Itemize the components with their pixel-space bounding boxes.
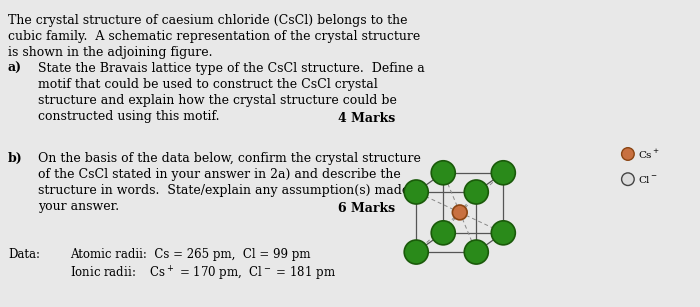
Text: a): a) (8, 62, 22, 75)
Circle shape (464, 180, 489, 204)
Text: Ionic radii:    Cs$^+$ = 170 pm,  Cl$^-$ = 181 pm: Ionic radii: Cs$^+$ = 170 pm, Cl$^-$ = 1… (70, 265, 336, 283)
Circle shape (491, 221, 515, 245)
Text: Atomic radii:  Cs = 265 pm,  Cl = 99 pm: Atomic radii: Cs = 265 pm, Cl = 99 pm (70, 248, 311, 261)
Circle shape (464, 240, 489, 264)
Circle shape (491, 161, 515, 185)
Text: The crystal structure of caesium chloride (CsCl) belongs to the: The crystal structure of caesium chlorid… (8, 14, 407, 27)
Text: On the basis of the data below, confirm the crystal structure: On the basis of the data below, confirm … (38, 152, 421, 165)
Text: structure in words.  State/explain any assumption(s) made in: structure in words. State/explain any as… (38, 184, 426, 197)
Circle shape (622, 148, 634, 160)
Circle shape (622, 173, 634, 185)
Text: structure and explain how the crystal structure could be: structure and explain how the crystal st… (38, 94, 397, 107)
Text: Cs$^+$: Cs$^+$ (638, 147, 661, 161)
Circle shape (431, 221, 455, 245)
Circle shape (452, 205, 467, 220)
Text: of the CsCl stated in your answer in 2a) and describe the: of the CsCl stated in your answer in 2a)… (38, 168, 400, 181)
Text: cubic family.  A schematic representation of the crystal structure: cubic family. A schematic representation… (8, 30, 420, 43)
Text: 4 Marks: 4 Marks (337, 112, 395, 125)
Text: constructed using this motif.: constructed using this motif. (38, 110, 220, 123)
Text: Cl$^-$: Cl$^-$ (638, 174, 659, 185)
Circle shape (404, 240, 428, 264)
Circle shape (431, 161, 455, 185)
Text: is shown in the adjoining figure.: is shown in the adjoining figure. (8, 46, 213, 59)
Circle shape (404, 180, 428, 204)
Text: State the Bravais lattice type of the CsCl structure.  Define a: State the Bravais lattice type of the Cs… (38, 62, 425, 75)
Text: motif that could be used to construct the CsCl crystal: motif that could be used to construct th… (38, 78, 378, 91)
Text: b): b) (8, 152, 22, 165)
Text: 6 Marks: 6 Marks (338, 202, 395, 215)
Text: your answer.: your answer. (38, 200, 119, 213)
Text: Data:: Data: (8, 248, 40, 261)
